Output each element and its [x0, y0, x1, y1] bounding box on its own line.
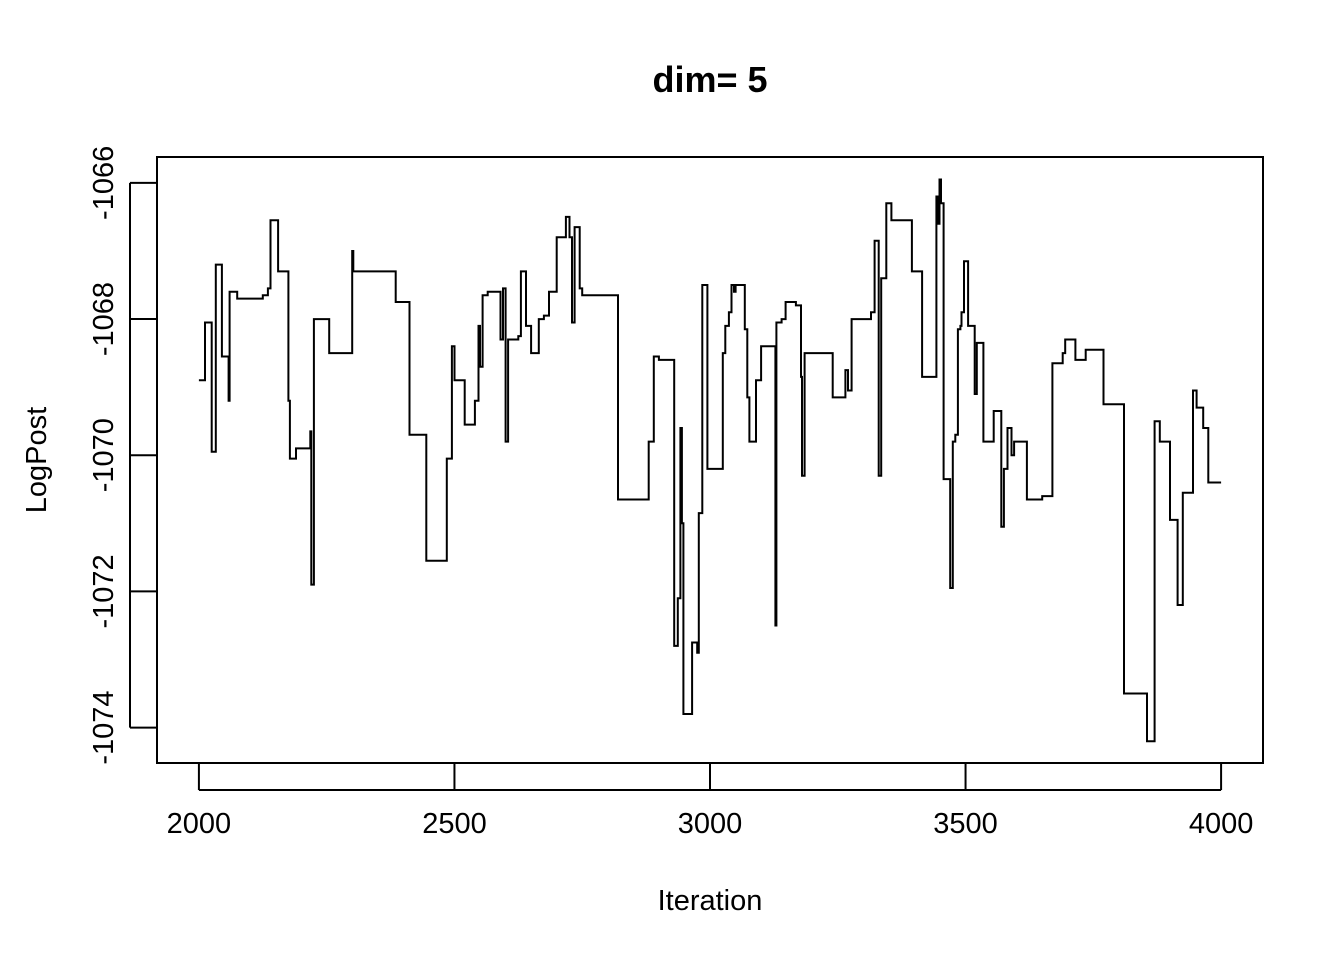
plot-frame	[156, 156, 1264, 764]
x-axis-label: Iteration	[658, 885, 763, 917]
chart-title: dim= 5	[652, 59, 767, 100]
x-tick-label: 2500	[422, 808, 487, 840]
y-axis-label: LogPost	[21, 407, 53, 513]
y-tick-label: -1066	[88, 146, 120, 220]
y-axis: -1066 -1068 -1070 -1072 -1074	[88, 146, 157, 765]
x-tick-label: 3000	[678, 808, 743, 840]
series-line	[198, 178, 1222, 743]
x-tick-label: 2000	[167, 808, 232, 840]
y-tick-label: -1074	[88, 691, 120, 765]
y-tick-label: -1072	[88, 554, 120, 628]
x-tick-label: 3500	[933, 808, 998, 840]
x-axis: 2000 2500 3000 3500 4000	[167, 763, 1254, 840]
y-tick-label: -1068	[88, 282, 120, 356]
y-tick-label: -1070	[88, 418, 120, 492]
x-tick-label: 4000	[1189, 808, 1254, 840]
